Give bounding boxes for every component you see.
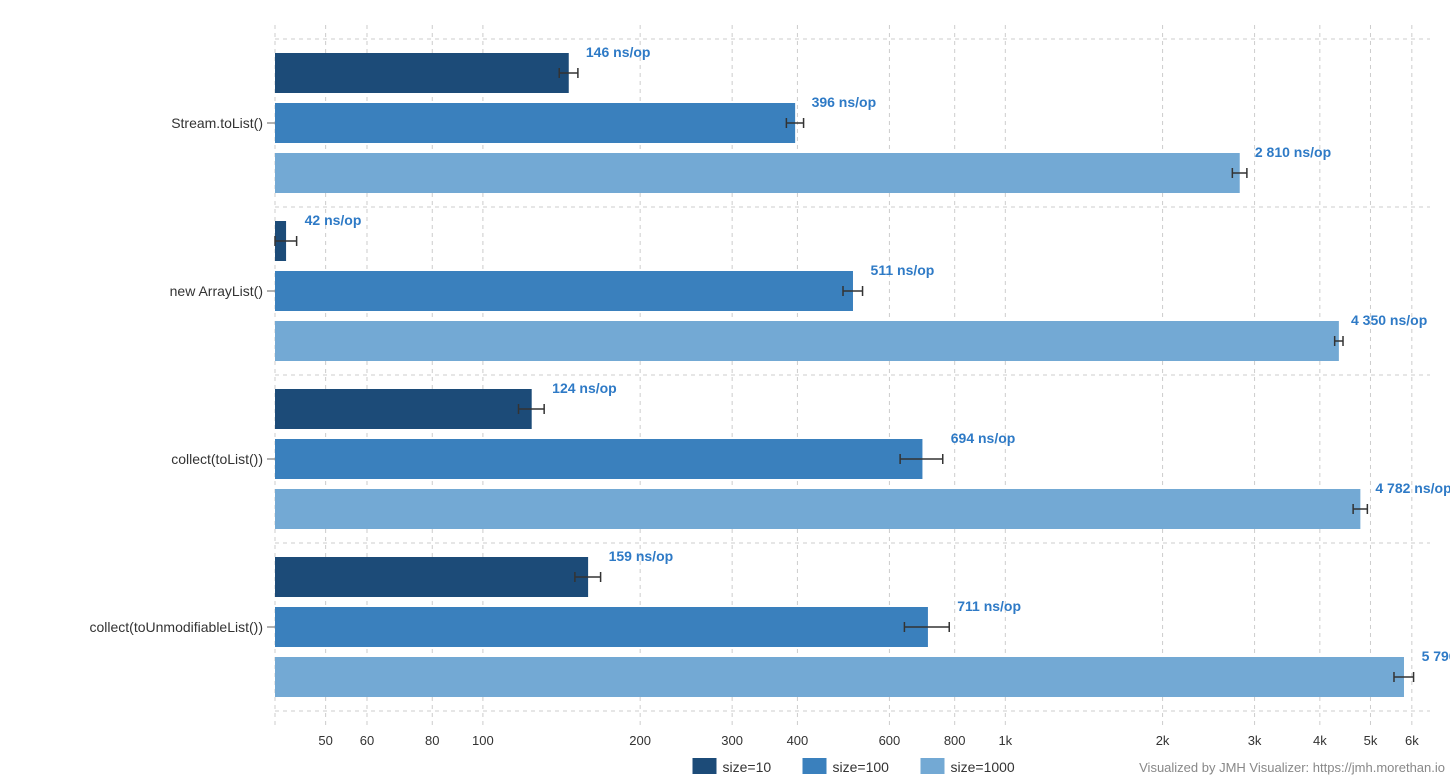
bar[interactable] (275, 389, 532, 429)
x-tick-label: 2k (1156, 733, 1170, 748)
bar[interactable] (275, 557, 588, 597)
x-tick-label: 50 (318, 733, 332, 748)
bar[interactable] (275, 103, 795, 143)
bar-value-label: 2 810 ns/op (1255, 144, 1331, 160)
bar[interactable] (275, 271, 853, 311)
y-category-label: collect(toUnmodifiableList()) (89, 619, 263, 635)
bar-value-label: 4 350 ns/op (1351, 312, 1427, 328)
y-category-label: Stream.toList() (171, 115, 263, 131)
bar-value-label: 146 ns/op (586, 44, 651, 60)
bar[interactable] (275, 607, 928, 647)
x-tick-label: 800 (944, 733, 966, 748)
bar[interactable] (275, 53, 569, 93)
bar[interactable] (275, 489, 1360, 529)
x-tick-label: 60 (360, 733, 374, 748)
legend-label: size=100 (833, 759, 890, 775)
y-category-label: new ArrayList() (170, 283, 263, 299)
bar-value-label: 42 ns/op (305, 212, 362, 228)
credit-text: Visualized by JMH Visualizer: https://jm… (1139, 760, 1445, 775)
legend-label: size=1000 (951, 759, 1015, 775)
x-tick-label: 600 (879, 733, 901, 748)
bar-value-label: 159 ns/op (609, 548, 674, 564)
bar[interactable] (275, 153, 1240, 193)
bar-value-label: 511 ns/op (871, 262, 935, 278)
legend-label: size=10 (723, 759, 772, 775)
bar-value-label: 124 ns/op (552, 380, 617, 396)
x-tick-label: 4k (1313, 733, 1327, 748)
bar[interactable] (275, 439, 922, 479)
bar-value-label: 4 782 ns/op (1375, 480, 1450, 496)
x-tick-label: 300 (721, 733, 743, 748)
y-category-label: collect(toList()) (171, 451, 263, 467)
bar-value-label: 5 796 ns/op (1422, 648, 1450, 664)
x-tick-label: 200 (629, 733, 651, 748)
x-tick-label: 100 (472, 733, 494, 748)
bar-value-label: 694 ns/op (951, 430, 1016, 446)
x-tick-label: 6k (1405, 733, 1419, 748)
x-tick-label: 3k (1248, 733, 1262, 748)
bar[interactable] (275, 657, 1404, 697)
legend-swatch[interactable] (921, 758, 945, 774)
bar-value-label: 711 ns/op (957, 598, 1021, 614)
x-tick-label: 1k (998, 733, 1012, 748)
bar-value-label: 396 ns/op (812, 94, 877, 110)
x-tick-label: 80 (425, 733, 439, 748)
bar[interactable] (275, 321, 1339, 361)
legend-swatch[interactable] (803, 758, 827, 774)
x-tick-label: 5k (1364, 733, 1378, 748)
legend-swatch[interactable] (693, 758, 717, 774)
x-tick-label: 400 (787, 733, 809, 748)
